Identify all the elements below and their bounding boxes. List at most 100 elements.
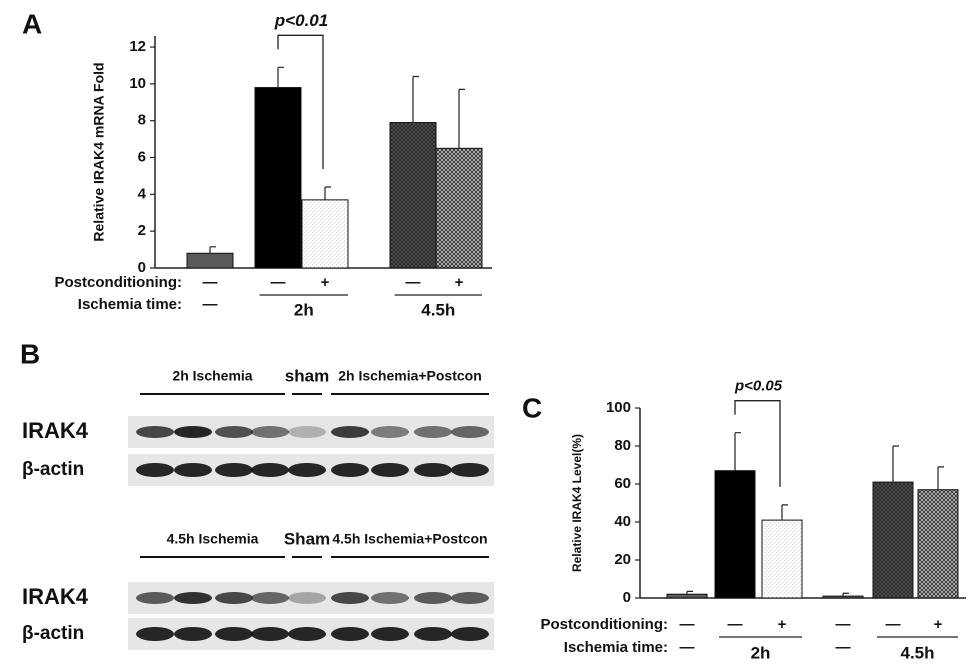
- ischemia-label: —: [203, 296, 218, 313]
- postconditioning-label: +: [455, 274, 464, 291]
- error-bar: [734, 432, 741, 471]
- blot-band: [451, 463, 489, 477]
- blot-band: [451, 426, 489, 438]
- blot-band: [174, 426, 212, 438]
- panel-label: C: [522, 392, 542, 423]
- y-tick-label: 4: [138, 185, 147, 202]
- blot-row-label: IRAK4: [22, 584, 89, 609]
- blot-band: [414, 627, 452, 641]
- blot-band: [414, 426, 452, 438]
- blot-band: [288, 426, 326, 438]
- error-bar: [937, 466, 944, 490]
- y-tick-label: 12: [129, 38, 146, 55]
- blot-band: [371, 426, 409, 438]
- y-tick-label: 100: [606, 399, 631, 416]
- blot-band: [174, 592, 212, 604]
- blot-band: [251, 592, 289, 604]
- postconditioning-label: —: [680, 616, 695, 633]
- postconditioning-label: +: [321, 274, 330, 291]
- bar: [872, 481, 914, 599]
- blot-band: [136, 627, 174, 641]
- error-bar: [842, 592, 849, 597]
- blot-band: [251, 627, 289, 641]
- blot-band: [331, 592, 369, 604]
- postconditioning-label: —: [203, 274, 218, 291]
- error-bar: [277, 66, 284, 88]
- blot-band: [371, 592, 409, 604]
- bar: [822, 595, 864, 599]
- panel-label: A: [22, 8, 42, 39]
- y-tick-label: 20: [614, 551, 631, 568]
- blot-band: [136, 426, 174, 438]
- blot-band: [174, 463, 212, 477]
- blot-band: [451, 592, 489, 604]
- postconditioning-label: —: [271, 274, 286, 291]
- row-label: Ischemia time:: [564, 639, 668, 656]
- blot-band: [215, 592, 253, 604]
- postconditioning-label: +: [778, 616, 787, 633]
- y-tick-label: 60: [614, 475, 631, 492]
- blot-band: [371, 627, 409, 641]
- y-tick-label: 8: [138, 112, 146, 129]
- blot-band: [451, 627, 489, 641]
- bar: [389, 122, 437, 269]
- y-axis-label: Relative IRAK4 Level(%): [570, 434, 584, 572]
- blot-header: 4.5h Ischemia+Postcon: [332, 531, 487, 547]
- bar: [666, 593, 708, 599]
- blot-band: [414, 592, 452, 604]
- row-label: Postconditioning:: [541, 616, 668, 633]
- y-tick-label: 2: [138, 222, 146, 239]
- significance-label: p<0.05: [734, 378, 783, 395]
- significance-bracket: [734, 400, 781, 487]
- error-bar: [781, 504, 788, 521]
- blot-band: [215, 426, 253, 438]
- blot-band: [371, 463, 409, 477]
- significance-bracket: [277, 34, 324, 169]
- error-bar: [324, 186, 331, 200]
- blot-row-label: β-actin: [22, 459, 84, 480]
- blot-band: [414, 463, 452, 477]
- ischemia-label: 4.5h: [900, 643, 934, 662]
- postconditioning-label: —: [886, 616, 901, 633]
- y-tick-label: 0: [138, 259, 146, 276]
- blot-header: 2h Ischemia+Postcon: [338, 368, 482, 384]
- blot-band: [251, 426, 289, 438]
- postconditioning-label: +: [934, 616, 943, 633]
- postconditioning-label: —: [836, 616, 851, 633]
- blot-header: 4.5h Ischemia: [167, 531, 259, 547]
- blot-band: [136, 463, 174, 477]
- ischemia-label: —: [836, 639, 851, 656]
- blot-row-label: β-actin: [22, 623, 84, 644]
- bar: [761, 519, 803, 599]
- postconditioning-label: —: [728, 616, 743, 633]
- bar: [254, 87, 302, 269]
- blot-header: sham: [285, 366, 329, 385]
- bar: [714, 470, 756, 599]
- blot-band: [136, 592, 174, 604]
- blot-band: [288, 592, 326, 604]
- row-label: Postconditioning:: [55, 274, 182, 291]
- blot-band: [288, 627, 326, 641]
- blot-band: [215, 627, 253, 641]
- y-tick-label: 80: [614, 437, 631, 454]
- blot-header: 2h Ischemia: [172, 368, 252, 384]
- bar: [435, 147, 483, 269]
- error-bar: [412, 75, 419, 123]
- postconditioning-label: —: [406, 274, 421, 291]
- y-tick-label: 0: [623, 589, 631, 606]
- bar: [301, 199, 349, 269]
- blot-band: [251, 463, 289, 477]
- y-tick-label: 10: [129, 75, 146, 92]
- blot-row-label: IRAK4: [22, 418, 89, 443]
- error-bar: [686, 590, 693, 595]
- bar: [917, 489, 959, 599]
- error-bar: [458, 88, 465, 149]
- y-tick-label: 6: [138, 148, 146, 165]
- ischemia-label: 4.5h: [421, 300, 455, 319]
- blot-band: [331, 463, 369, 477]
- ischemia-label: 2h: [751, 643, 771, 662]
- error-bar: [209, 246, 216, 254]
- blot-band: [174, 627, 212, 641]
- blot-band: [215, 463, 253, 477]
